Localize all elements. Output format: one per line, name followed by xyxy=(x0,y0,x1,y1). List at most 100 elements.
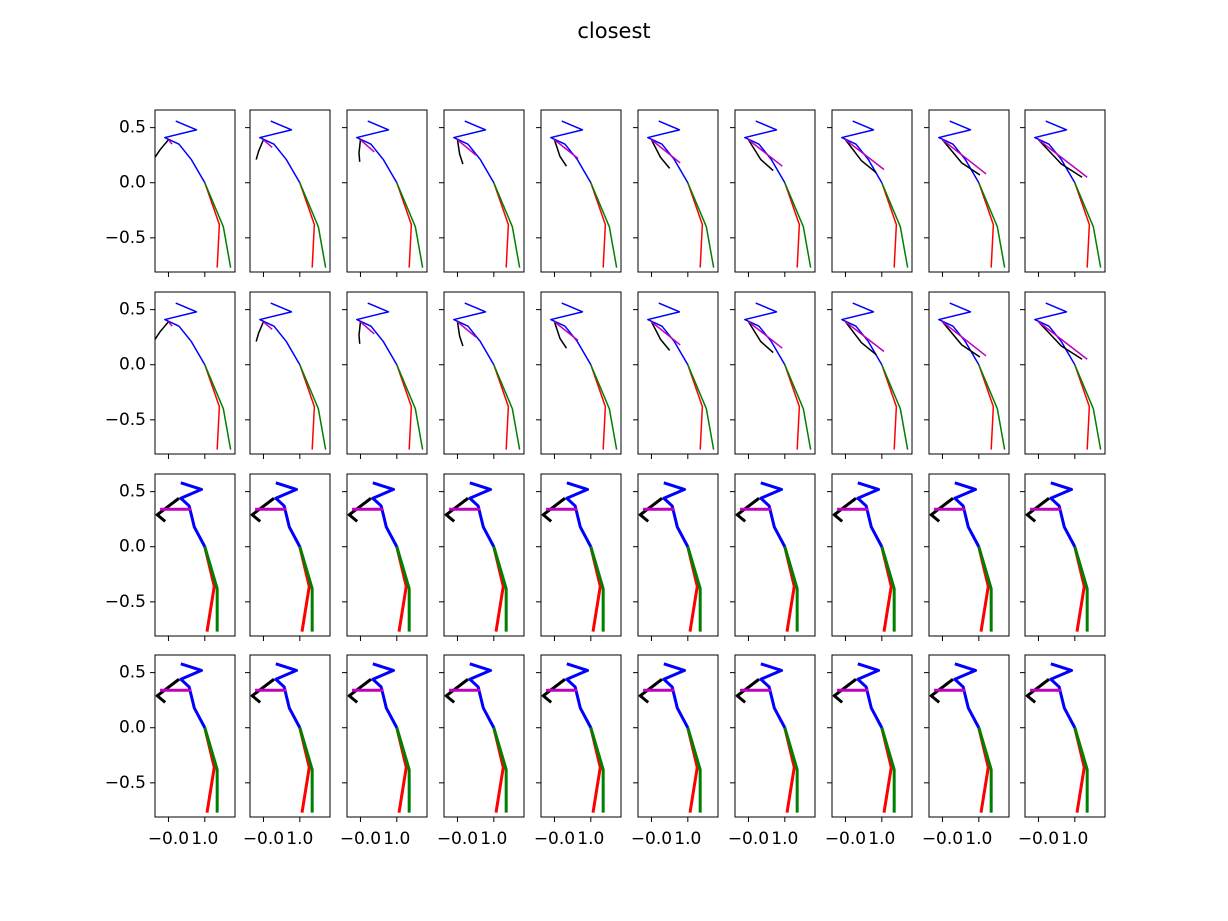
series-line xyxy=(456,139,464,165)
series-line xyxy=(881,182,909,268)
series-line xyxy=(493,182,510,268)
x-tick-label: 1.0 xyxy=(1061,829,1088,849)
panel-frame xyxy=(443,654,525,818)
y-tick-label: 0.0 xyxy=(119,537,146,557)
series-line xyxy=(262,321,273,331)
panel-frame xyxy=(928,473,1010,637)
panel xyxy=(832,481,896,632)
series-line xyxy=(638,497,663,523)
series-line xyxy=(650,321,671,351)
panel-frame xyxy=(1024,654,1106,818)
panel xyxy=(444,662,508,813)
series-line xyxy=(784,182,812,268)
series-line xyxy=(747,321,783,349)
series-line xyxy=(941,321,981,358)
series-line xyxy=(978,364,1006,450)
series-line xyxy=(179,662,207,729)
x-tick-label: 1.0 xyxy=(674,829,701,849)
panel-frame xyxy=(540,473,622,637)
series-line xyxy=(396,182,424,268)
series-line xyxy=(783,546,799,632)
series-line xyxy=(687,364,715,450)
y-tick-label: 0.5 xyxy=(119,300,146,320)
panel-frame xyxy=(831,291,913,455)
series-line xyxy=(359,321,375,335)
x-tick-label: −0.0 xyxy=(1018,829,1059,849)
series-line xyxy=(747,321,774,354)
panel-frame xyxy=(249,473,331,637)
series-line xyxy=(1049,481,1077,548)
series-line xyxy=(938,120,980,184)
panel xyxy=(735,481,799,632)
panel-frame xyxy=(346,473,428,637)
x-tick-label: 1.0 xyxy=(868,829,895,849)
series-line xyxy=(590,182,618,268)
series-line xyxy=(553,139,568,167)
series-line xyxy=(299,364,316,450)
panel xyxy=(1034,302,1102,450)
series-line xyxy=(204,364,232,450)
panel xyxy=(155,662,219,813)
series-line xyxy=(941,139,987,175)
series-line xyxy=(1034,120,1076,184)
series-line xyxy=(456,321,464,347)
panel-frame xyxy=(154,473,236,637)
panel xyxy=(453,302,521,450)
panel xyxy=(155,481,219,632)
series-line xyxy=(650,139,671,169)
panel-frame xyxy=(734,654,816,818)
panel xyxy=(550,302,618,450)
series-line xyxy=(844,139,877,174)
x-tick-label: −0.0 xyxy=(340,829,381,849)
series-line xyxy=(929,497,954,523)
series-line xyxy=(274,481,302,548)
series-line xyxy=(881,364,898,450)
series-line xyxy=(492,727,508,813)
panel-frame xyxy=(443,291,525,455)
series-line xyxy=(784,182,801,268)
series-line xyxy=(881,182,898,268)
panel xyxy=(638,481,702,632)
series-line xyxy=(647,302,689,366)
series-line xyxy=(155,139,170,158)
x-tick-label: 1.0 xyxy=(771,829,798,849)
series-line xyxy=(167,321,173,327)
series-line xyxy=(250,678,275,704)
series-line xyxy=(590,182,607,268)
series-line xyxy=(444,678,469,704)
panel-frame xyxy=(154,109,236,273)
series-line xyxy=(590,364,607,450)
series-line xyxy=(541,497,566,523)
panel xyxy=(841,120,909,268)
panel xyxy=(1025,662,1089,813)
series-line xyxy=(638,678,663,704)
y-tick-label: −0.5 xyxy=(105,773,146,793)
series-line xyxy=(841,120,883,184)
series-line xyxy=(1049,662,1077,729)
panel-frame xyxy=(734,291,816,455)
series-line xyxy=(1037,139,1083,178)
series-line xyxy=(856,481,884,548)
series-line xyxy=(686,546,702,632)
series-line xyxy=(359,139,375,153)
panel-frame xyxy=(831,109,913,273)
series-line xyxy=(541,678,566,704)
series-line xyxy=(493,364,521,450)
series-line xyxy=(1034,302,1076,366)
panel-frame xyxy=(249,109,331,273)
panel-frame xyxy=(734,473,816,637)
series-line xyxy=(164,120,206,184)
panel xyxy=(255,302,327,450)
panel-frame xyxy=(249,654,331,818)
panel-frame xyxy=(540,654,622,818)
series-line xyxy=(298,727,314,813)
series-line xyxy=(358,139,362,162)
y-tick-label: 0.0 xyxy=(119,718,146,738)
panel-frame xyxy=(154,654,236,818)
panel-frame xyxy=(928,654,1010,818)
panel xyxy=(744,120,812,268)
series-line xyxy=(179,481,207,548)
series-line xyxy=(444,497,469,523)
series-line xyxy=(783,727,799,813)
